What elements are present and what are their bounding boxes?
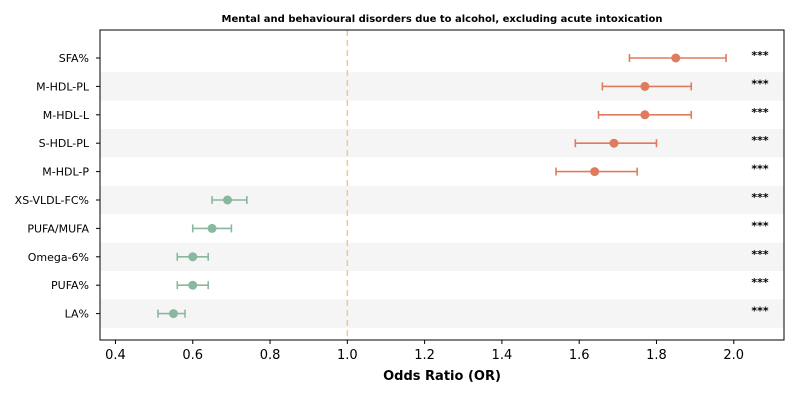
significance-label: *** [751,248,769,261]
or-point [640,110,650,120]
x-tick-label: 0.8 [260,348,281,363]
row-label: LA% [65,308,89,321]
x-tick-label: 1.8 [646,348,667,363]
or-point [640,81,650,91]
or-point [223,195,233,205]
x-tick-label: 0.6 [182,348,203,363]
significance-label: *** [751,219,769,232]
x-tick-label: 0.4 [105,348,126,363]
significance-label: *** [751,163,769,176]
or-point [590,167,600,177]
row-label: XS-VLDL-FC% [15,194,89,207]
row-label: PUFA% [51,279,89,292]
forest-row: M-HDL-P *** [42,163,769,179]
row-band [100,299,784,328]
plot-frame [99,29,785,341]
significance-label: *** [751,191,769,204]
row-bands [100,72,784,328]
row-band [100,129,784,158]
row-label: SFA% [59,52,89,65]
or-point [188,280,198,290]
row-label: M-HDL-PL [36,80,90,93]
or-point [609,138,619,148]
significance-label: *** [751,276,769,289]
forest-row: XS-VLDL-FC% *** [15,191,769,207]
significance-label: *** [751,305,769,318]
significance-label: *** [751,49,769,62]
or-point [168,309,178,319]
or-point [207,223,217,233]
x-tick-label: 1.4 [492,348,513,363]
forest-row: SFA% *** [59,49,769,65]
x-axis-label: Odds Ratio (OR) [383,369,501,384]
row-label: PUFA/MUFA [27,222,89,235]
forest-row: LA% *** [65,305,769,321]
forest-row: Omega-6% *** [28,248,769,264]
significance-label: *** [751,77,769,90]
or-point [671,53,681,63]
significance-label: *** [751,134,769,147]
row-label: M-HDL-L [43,109,90,122]
forest-row: PUFA% *** [51,276,769,292]
forest-row: M-HDL-PL *** [36,77,769,93]
forest-row: S-HDL-PL *** [39,134,769,150]
or-point [188,252,198,262]
row-label: S-HDL-PL [39,137,90,150]
x-tick-label: 1.6 [569,348,590,363]
row-band [100,242,784,271]
x-axis: 0.4 0.6 0.8 1.0 1.2 1.4 1.6 1.8 2.0 [105,340,744,363]
x-tick-label: 1.0 [337,348,358,363]
significance-label: *** [751,106,769,119]
forest-row: M-HDL-L *** [43,106,769,122]
row-label: Omega-6% [28,251,89,264]
row-band [100,185,784,215]
x-tick-label: 2.0 [723,348,744,363]
chart-title: Mental and behavioural disorders due to … [222,14,663,25]
x-tick-label: 1.2 [414,348,435,363]
row-label: M-HDL-P [42,166,89,179]
data-rows: SFA% ***M-HDL-PL ***M-HDL-L ***S-HDL-PL ***M… [15,49,769,321]
forest-row: PUFA/MUFA *** [27,219,768,235]
